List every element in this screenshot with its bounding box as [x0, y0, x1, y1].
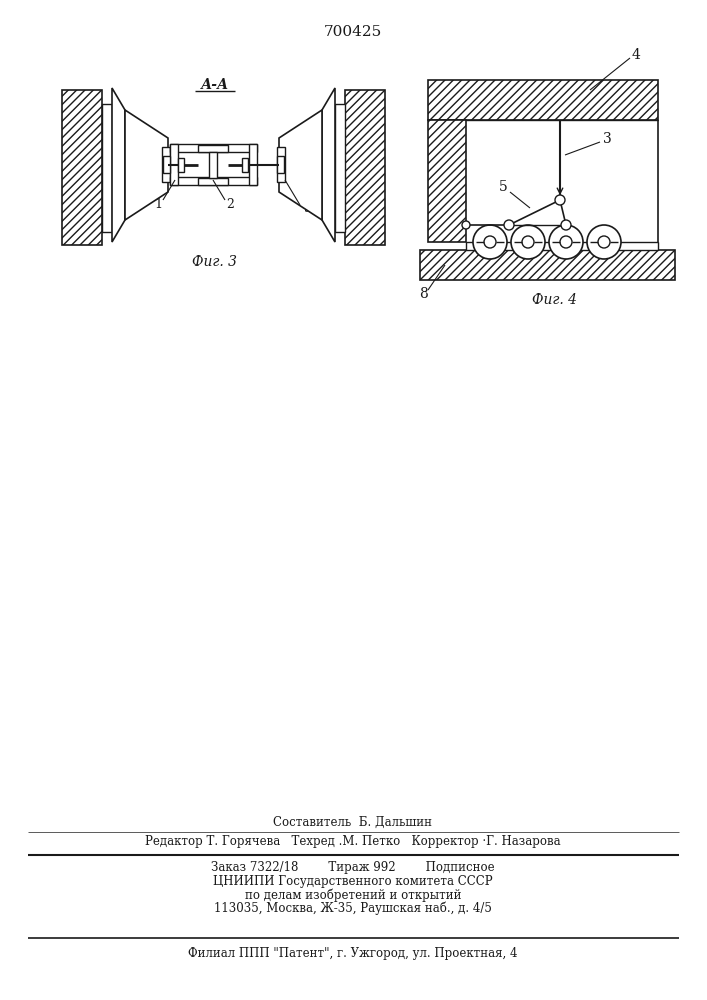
Circle shape: [484, 236, 496, 248]
Bar: [277, 147, 285, 182]
Text: Фиг. 3: Фиг. 3: [192, 255, 238, 269]
Text: Заказ 7322/18        Тираж 992        Подписное: Заказ 7322/18 Тираж 992 Подписное: [211, 861, 495, 874]
Bar: [163, 156, 170, 173]
Bar: [62, 90, 102, 245]
Polygon shape: [322, 88, 335, 242]
Bar: [162, 147, 170, 182]
Bar: [170, 144, 178, 185]
Circle shape: [560, 236, 572, 248]
Circle shape: [549, 225, 583, 259]
Bar: [242, 158, 248, 172]
Text: 700425: 700425: [324, 25, 382, 39]
Circle shape: [598, 236, 610, 248]
Circle shape: [473, 225, 507, 259]
Bar: [170, 144, 257, 152]
Polygon shape: [112, 88, 125, 242]
Bar: [198, 178, 228, 185]
Text: 3: 3: [304, 202, 312, 215]
Text: ЦНИИПИ Государственного комитета СССР: ЦНИИПИ Государственного комитета СССР: [214, 876, 493, 888]
Text: Составитель  Б. Дальшин: Составитель Б. Дальшин: [274, 816, 433, 828]
Bar: [466, 242, 658, 250]
Text: по делам изобретений и открытий: по делам изобретений и открытий: [245, 888, 461, 902]
Text: 1: 1: [154, 198, 162, 211]
Text: Филиал ППП "Патент", г. Ужгород, ул. Проектная, 4: Филиал ППП "Патент", г. Ужгород, ул. Про…: [188, 948, 518, 960]
Bar: [102, 104, 112, 232]
Text: Редактор Т. Горячева   Техред .M. Петко   Корректор ·Г. Назарова: Редактор Т. Горячева Техред .M. Петко Ко…: [145, 836, 561, 848]
Circle shape: [587, 225, 621, 259]
Text: А-А: А-А: [201, 78, 229, 92]
Bar: [277, 156, 284, 173]
Bar: [198, 145, 228, 152]
Bar: [170, 177, 257, 185]
Text: 2: 2: [226, 198, 234, 211]
Bar: [345, 90, 385, 245]
Text: 5: 5: [498, 180, 508, 194]
Bar: [420, 250, 675, 280]
Text: 4: 4: [631, 48, 641, 62]
Text: 8: 8: [420, 287, 428, 301]
Circle shape: [561, 220, 571, 230]
Circle shape: [555, 195, 565, 205]
Bar: [335, 104, 345, 232]
Bar: [209, 152, 217, 178]
Bar: [249, 144, 257, 185]
Text: 113035, Москва, Ж-35, Раушская наб., д. 4/5: 113035, Москва, Ж-35, Раушская наб., д. …: [214, 901, 492, 915]
Bar: [178, 158, 184, 172]
Bar: [428, 120, 466, 242]
Circle shape: [504, 220, 514, 230]
Text: 3: 3: [602, 132, 612, 146]
Circle shape: [462, 221, 470, 229]
Bar: [428, 80, 658, 120]
Circle shape: [511, 225, 545, 259]
Polygon shape: [279, 110, 322, 220]
Text: Фиг. 4: Фиг. 4: [532, 293, 578, 307]
Polygon shape: [125, 110, 168, 220]
Circle shape: [522, 236, 534, 248]
